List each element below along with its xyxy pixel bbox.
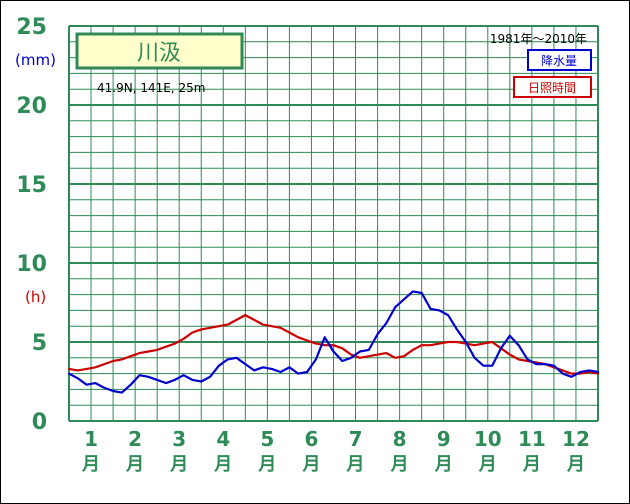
legend-sun-box <box>513 76 592 98</box>
series-precip-line <box>67 290 600 394</box>
x-tick-label-month: 10 <box>474 427 502 451</box>
x-tick-label-unit: 月 <box>478 454 497 475</box>
y-tick-label: 25 <box>16 15 47 40</box>
x-tick-label-month: 9 <box>437 427 451 451</box>
x-tick-label-unit: 月 <box>125 454 144 475</box>
y-tick-label: 10 <box>16 252 47 277</box>
y-tick-labels: 0 5 10 15 20 25 <box>16 15 47 435</box>
x-tick-label-month: 11 <box>518 427 546 451</box>
x-tick-label-month: 3 <box>172 427 186 451</box>
x-tick-label-month: 5 <box>260 427 274 451</box>
period-label: 1981年〜2010年 <box>490 32 587 46</box>
x-tick-label-unit: 月 <box>566 454 585 475</box>
y-unit-sun: (h) <box>25 288 46 306</box>
series-lines <box>67 290 600 394</box>
y-tick-label: 20 <box>16 94 47 119</box>
x-tick-label-month: 1 <box>84 427 98 451</box>
x-tick-label-unit: 月 <box>434 454 453 475</box>
x-tick-label-unit: 月 <box>213 454 232 475</box>
legend-precip: 降水量 <box>541 54 577 68</box>
y-unit-precip: (mm) <box>15 51 56 69</box>
x-tick-label-month: 12 <box>562 427 590 451</box>
station-name: 川汲 <box>137 41 181 66</box>
x-tick-label-month: 7 <box>349 427 363 451</box>
x-tick-label-unit: 月 <box>522 454 541 475</box>
x-tick-label-month: 2 <box>128 427 142 451</box>
x-tick-label-unit: 月 <box>257 454 276 475</box>
series-sun-line <box>67 314 600 375</box>
x-tick-label-month: 4 <box>216 427 230 451</box>
x-tick-labels: 1 月 2 月 3 月 4 月 5 月 6 月 7 月 8 月 9 月 10 月 11 月 12 月 <box>81 427 590 475</box>
x-tick-label-unit: 月 <box>390 454 409 475</box>
x-tick-label-unit: 月 <box>301 454 320 475</box>
x-tick-label-unit: 月 <box>81 454 100 475</box>
grid-lines <box>68 25 599 422</box>
y-tick-label: 15 <box>16 173 47 198</box>
y-tick-label: 0 <box>32 410 47 435</box>
x-tick-label-month: 6 <box>304 427 318 451</box>
x-tick-label-unit: 月 <box>169 454 188 475</box>
x-tick-label-month: 8 <box>393 427 407 451</box>
y-tick-label: 5 <box>32 331 47 356</box>
legend-precip-box <box>527 49 592 71</box>
station-location: 41.9N, 141E, 25m <box>97 81 205 95</box>
station-name-box <box>75 32 244 70</box>
legend-sun: 日照時間 <box>528 81 576 95</box>
x-tick-label-unit: 月 <box>346 454 365 475</box>
